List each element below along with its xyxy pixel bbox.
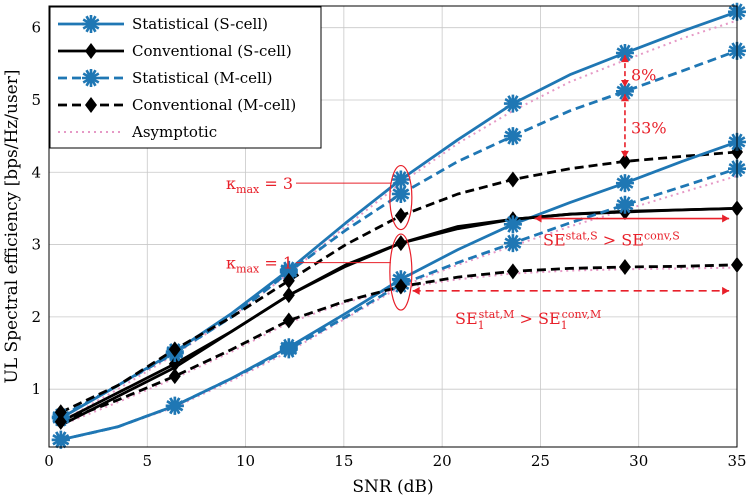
series-3-point	[168, 341, 181, 358]
series-line-6	[60, 167, 738, 442]
series-7-point	[618, 258, 631, 275]
se-superscript: conv,M	[562, 308, 602, 321]
se-s-arrow-head	[722, 214, 730, 223]
series-3-point	[394, 207, 407, 224]
series-3-point	[618, 153, 631, 170]
y-tick-label: 2	[31, 308, 41, 326]
percent-label-33: 33%	[631, 118, 667, 137]
percent-label-8: 8%	[631, 66, 656, 85]
x-tick-label: 0	[44, 452, 54, 470]
series-4-point	[503, 215, 522, 234]
se-superscript: conv,S	[644, 230, 680, 243]
legend-marker	[85, 97, 97, 113]
series-2-point	[615, 82, 634, 101]
legend-marker	[82, 15, 100, 33]
series-3-point	[282, 272, 295, 289]
se-superscript: stat,S	[566, 230, 598, 243]
ellipse-marker	[389, 233, 413, 311]
series-1-point	[282, 287, 295, 304]
series-7-point	[54, 413, 67, 430]
ellipse-marker	[389, 164, 413, 231]
legend-marker	[85, 43, 97, 59]
series-6-point	[51, 430, 70, 449]
series-2-point	[279, 263, 298, 282]
gap-arrow-33-head	[620, 150, 629, 158]
series-0-point	[391, 170, 410, 189]
x-tick-label: 25	[531, 452, 550, 470]
y-tick-label: 6	[31, 19, 41, 37]
y-tick-label: 4	[31, 163, 41, 181]
x-tick-label: 5	[143, 452, 153, 470]
gap-arrow-8-head	[620, 79, 629, 87]
legend-marker	[82, 69, 100, 87]
plot-frame	[48, 5, 738, 448]
series-3-point	[54, 404, 67, 421]
x-tick-label: 15	[334, 452, 353, 470]
series-2-point	[503, 127, 522, 146]
x-tick-label: 20	[433, 452, 452, 470]
series-7-point	[394, 278, 407, 295]
y-tick-label: 1	[31, 380, 41, 398]
se-relation: > SE	[598, 231, 644, 250]
kappa-subscript: max	[236, 183, 260, 196]
series-7-point	[506, 263, 519, 280]
y-tick-label: 5	[31, 91, 41, 109]
kappa-subscript: max	[236, 263, 260, 276]
se-symbol: SE	[455, 309, 478, 328]
legend-entry: Statistical (M-cell)	[132, 69, 273, 87]
series-4-point	[615, 174, 634, 193]
series-7-point	[168, 368, 181, 385]
series-6-point	[165, 396, 184, 415]
series-1-point	[394, 235, 407, 252]
se-s-arrow-head	[534, 214, 542, 223]
kappa-value: = 1	[259, 254, 293, 273]
x-tick-label: 30	[629, 452, 648, 470]
se-comparison-label: SEstat,S > SEconv,S	[543, 230, 680, 250]
se-m-arrow-head	[412, 286, 420, 295]
se-superscript: stat,M	[479, 308, 515, 321]
legend-entry: Statistical (S-cell)	[132, 15, 268, 33]
kappa-value: = 3	[259, 174, 293, 193]
se-symbol: SE	[543, 231, 566, 250]
gap-arrow-33-head	[620, 94, 629, 102]
se-comparison-label: SE1stat,M > SE1conv,M	[455, 308, 601, 332]
legend: Statistical (S-cell) Conventional (S-cell…	[49, 6, 322, 149]
series-2-point	[391, 184, 410, 203]
legend-entry: Asymptotic	[131, 123, 217, 141]
series-3-point	[506, 171, 519, 188]
se-m-arrow-head	[722, 286, 730, 295]
kappa-symbol: κ	[226, 254, 236, 273]
series-6-point	[615, 195, 634, 214]
kappa-label: κmax = 3	[226, 174, 293, 196]
series-0-point	[503, 94, 522, 113]
legend-entry: Conventional (M-cell)	[132, 96, 296, 114]
series-6-point	[279, 340, 298, 359]
gap-arrow-8-head	[620, 55, 629, 63]
y-axis-label: UL Spectral efficiency [bps/Hz/user]	[2, 70, 22, 384]
se-relation: > SE	[514, 309, 560, 328]
x-tick-label: 10	[236, 452, 255, 470]
se-subscript: 1	[561, 319, 568, 332]
series-6-point	[503, 234, 522, 253]
axis-ticks: 0 5 10 15 20 25 30 35 1 2 3 4 5 6	[31, 19, 746, 470]
kappa-symbol: κ	[226, 174, 236, 193]
series-0-point	[615, 43, 634, 62]
se-subscript: 1	[478, 319, 485, 332]
legend-entry: Conventional (S-cell)	[132, 42, 292, 60]
x-tick-label: 35	[727, 452, 746, 470]
series-7-point	[282, 312, 295, 329]
kappa-label: κmax = 1	[226, 254, 293, 276]
y-tick-label: 3	[31, 236, 41, 254]
x-axis-label: SNR (dB)	[352, 477, 433, 495]
